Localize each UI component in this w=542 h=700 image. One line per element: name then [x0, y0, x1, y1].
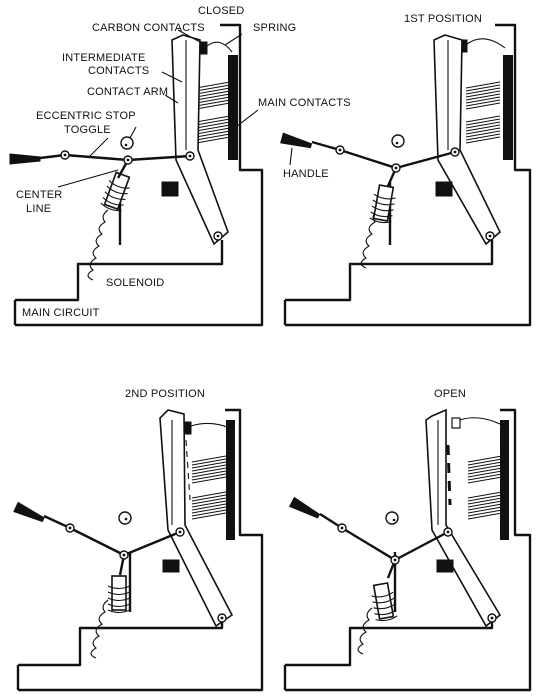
label-handle: HANDLE [283, 168, 329, 180]
panel-1st-position: 1ST POSITION HANDLE [280, 13, 532, 327]
label-toggle: TOGGLE [64, 124, 111, 136]
center-line [57, 169, 119, 188]
solenoid-wire [87, 209, 109, 281]
contact-panel-3 [226, 420, 235, 540]
spring [206, 41, 233, 53]
solenoid-coil-2 [368, 183, 399, 225]
toggle-linkage-2 [311, 140, 456, 170]
panel-2nd-position: 2ND POSITION [13, 388, 264, 692]
armature-block [161, 181, 179, 197]
solenoid-coil-4 [368, 581, 399, 623]
eccentric-stop-4 [385, 511, 399, 525]
label-center-1: CENTER [16, 189, 62, 201]
eccentric-stop-3 [118, 511, 132, 525]
label-carbon-contacts: CARBON CONTACTS [92, 22, 205, 34]
frame-outline [13, 240, 224, 325]
contact-panel [228, 55, 238, 160]
panel-title-1st-position: 1ST POSITION [404, 13, 482, 25]
toggle-linkage [39, 153, 191, 162]
label-main-circuit: MAIN CIRCUIT [22, 307, 100, 319]
toggle-linkage-4 [319, 512, 449, 562]
armature-block-4 [436, 559, 454, 573]
armature-block-3 [162, 559, 180, 573]
panel-title-open: OPEN [434, 388, 466, 400]
panel-closed: CLOSED CARBON CONTACTS SPRING INTERMEDIA… [9, 5, 351, 327]
label-solenoid: SOLENOID [106, 277, 164, 289]
panel-open: OPEN [283, 388, 532, 692]
label-intermediate-1: INTERMEDIATE [62, 52, 145, 64]
carbon-contact-4 [451, 417, 461, 429]
label-main-contacts: MAIN CONTACTS [258, 97, 351, 109]
armature-block-2 [435, 181, 453, 197]
contact-panel-4 [500, 420, 509, 540]
solenoid-coil-3 [107, 575, 131, 614]
frame-base [15, 23, 264, 327]
label-spring: SPRING [253, 22, 296, 34]
contact-arm-4 [425, 408, 502, 628]
label-center-2: LINE [26, 203, 51, 215]
eccentric-stop-2 [391, 134, 405, 148]
contact-panel-2 [503, 55, 513, 160]
panel-title-closed: CLOSED [198, 5, 244, 17]
eccentric-stop [120, 136, 134, 150]
label-eccentric-stop: ECCENTRIC STOP [36, 110, 136, 122]
label-contact-arm: CONTACT ARM [87, 86, 168, 98]
toggle-linkage-3 [43, 514, 181, 557]
panel-title-2nd-position: 2ND POSITION [125, 388, 205, 400]
solenoid-coil [99, 170, 134, 214]
label-intermediate-2: CONTACTS [88, 65, 149, 77]
